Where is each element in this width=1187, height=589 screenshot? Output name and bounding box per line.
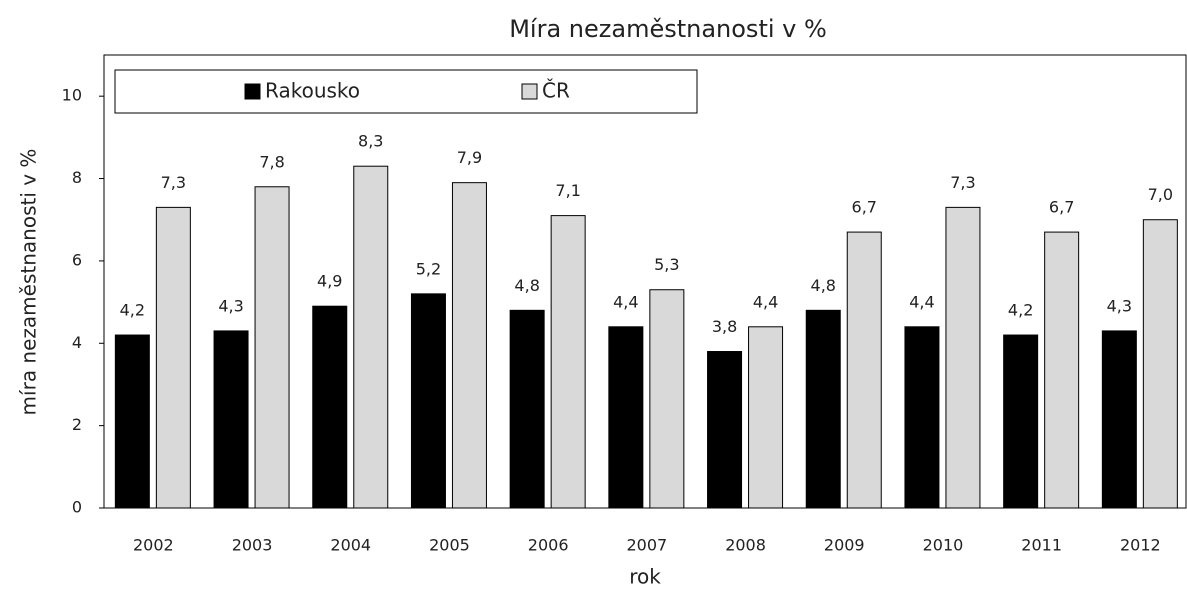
value-label: 8,3 — [358, 132, 383, 151]
bar — [904, 326, 940, 509]
bar — [846, 231, 882, 509]
value-label: 4,4 — [909, 292, 934, 311]
bar — [1101, 330, 1137, 509]
x-tick-label: 2007 — [626, 536, 667, 555]
value-label: 4,3 — [218, 296, 243, 315]
bar — [155, 206, 191, 509]
legend-label: Rakousko — [265, 79, 360, 103]
value-label: 7,3 — [161, 173, 186, 192]
x-tick-label: 2011 — [1021, 536, 1062, 555]
x-tick-label: 2008 — [725, 536, 766, 555]
y-tick-label: 2 — [72, 415, 82, 434]
bar — [451, 182, 487, 509]
bar — [410, 293, 446, 509]
legend-box — [114, 69, 698, 114]
value-label: 7,0 — [1148, 185, 1173, 204]
x-tick-label: 2009 — [824, 536, 865, 555]
y-tick-label: 10 — [62, 86, 82, 105]
value-label: 7,3 — [950, 173, 975, 192]
bar — [1142, 219, 1178, 509]
bar — [1003, 334, 1039, 509]
bar — [649, 289, 685, 509]
value-label: 4,4 — [753, 292, 778, 311]
legend-label: ČR — [542, 79, 570, 103]
value-label: 4,3 — [1107, 296, 1132, 315]
bar — [213, 330, 249, 509]
y-tick-label: 8 — [72, 168, 82, 187]
bar — [608, 326, 644, 509]
value-label: 7,1 — [555, 181, 580, 200]
value-label: 5,3 — [654, 255, 679, 274]
plot-area — [103, 54, 1187, 509]
legend-swatch — [521, 83, 538, 100]
bar — [509, 309, 545, 509]
x-tick-label: 2010 — [923, 536, 964, 555]
value-label: 6,7 — [1049, 198, 1074, 217]
x-tick-label: 2003 — [232, 536, 273, 555]
value-label: 3,8 — [712, 317, 737, 336]
y-tick-label: 0 — [72, 498, 82, 517]
legend-swatch — [244, 83, 261, 100]
bar — [312, 305, 348, 509]
x-tick-label: 2005 — [429, 536, 470, 555]
bar — [353, 165, 389, 509]
value-label: 4,2 — [1008, 301, 1033, 320]
bar — [114, 334, 150, 509]
bar — [550, 215, 586, 509]
value-label: 7,9 — [457, 148, 482, 167]
bar — [254, 186, 290, 509]
y-tick-label: 4 — [72, 333, 82, 352]
bar — [748, 326, 784, 509]
value-label: 4,9 — [317, 272, 342, 291]
x-tick-label: 2012 — [1120, 536, 1161, 555]
chart-title: Míra nezaměstnanosti v % — [509, 15, 827, 43]
value-label: 6,7 — [852, 198, 877, 217]
y-axis-label: míra nezaměstnanosti v % — [17, 149, 41, 416]
value-label: 4,8 — [514, 276, 539, 295]
value-label: 4,4 — [613, 292, 638, 311]
bar — [805, 309, 841, 509]
x-axis-label: rok — [629, 565, 661, 589]
x-tick-label: 2002 — [133, 536, 174, 555]
value-label: 4,8 — [811, 276, 836, 295]
x-tick-label: 2004 — [330, 536, 371, 555]
value-label: 4,2 — [120, 301, 145, 320]
x-tick-label: 2006 — [528, 536, 569, 555]
value-label: 7,8 — [259, 152, 284, 171]
bar — [707, 351, 743, 509]
bar — [945, 206, 981, 509]
value-label: 5,2 — [416, 259, 441, 278]
y-tick-label: 6 — [72, 250, 82, 269]
bar — [1044, 231, 1080, 509]
